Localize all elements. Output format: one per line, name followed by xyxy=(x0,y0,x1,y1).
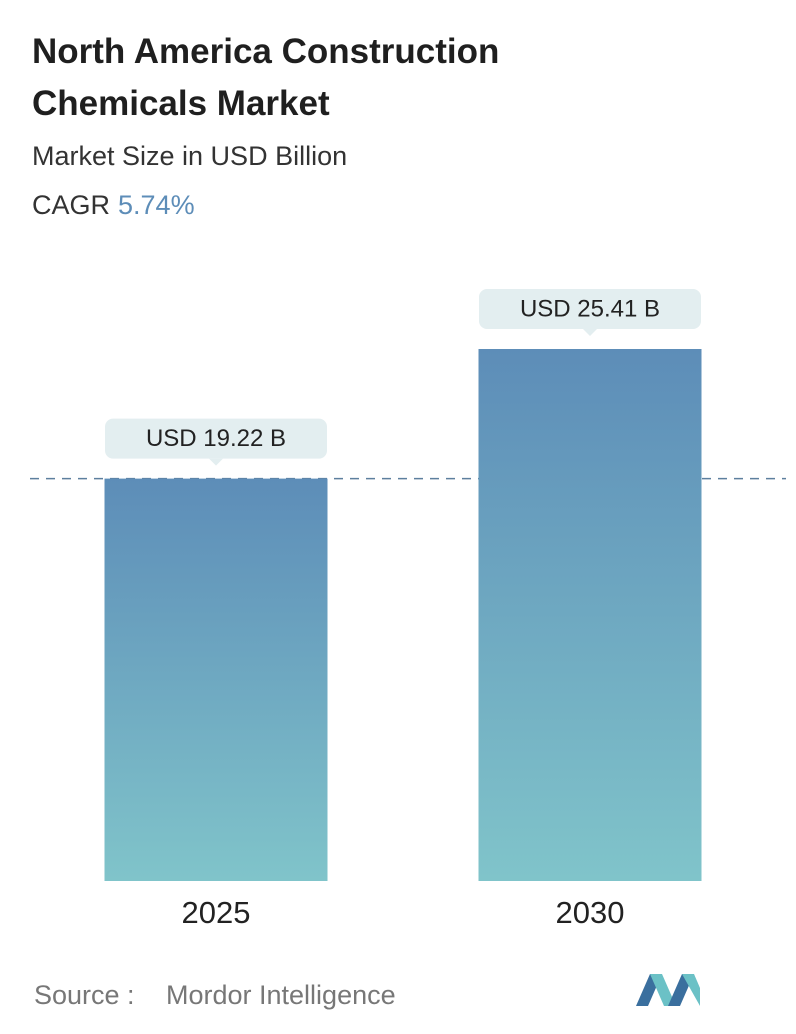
bar xyxy=(104,478,328,881)
cagr-label: CAGR xyxy=(32,190,111,220)
chart-title: North America Construction Chemicals Mar… xyxy=(32,32,500,123)
value-label: USD 25.41 B xyxy=(520,295,660,322)
value-label-box xyxy=(105,418,327,459)
value-label-box xyxy=(479,289,701,329)
value-label: USD 19.22 B xyxy=(146,425,286,452)
x-tick-label: 2030 xyxy=(556,895,625,930)
logo xyxy=(636,974,700,1006)
bar xyxy=(478,349,702,881)
cagr-value: 5.74% xyxy=(118,190,195,220)
value-label-pointer xyxy=(583,329,597,336)
cagr: CAGR 5.74% xyxy=(32,190,195,221)
source: Mordor Intelligence xyxy=(166,980,396,1010)
chart-subtitle: Market Size in USD Billion xyxy=(32,141,348,171)
source-label: Source : xyxy=(34,980,135,1010)
x-tick-label: 2025 xyxy=(182,895,251,930)
value-label-pointer xyxy=(209,458,223,466)
